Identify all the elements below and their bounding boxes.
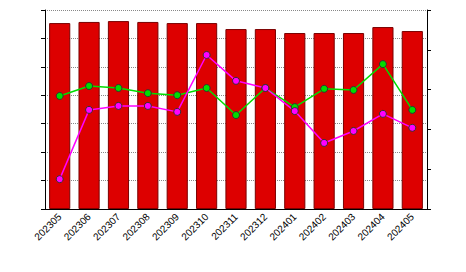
svg-text:202312: 202312 xyxy=(238,211,270,243)
svg-text:202305: 202305 xyxy=(32,211,64,243)
svg-text:202404: 202404 xyxy=(355,211,387,243)
svg-text:202309: 202309 xyxy=(150,211,182,243)
svg-text:202307: 202307 xyxy=(91,211,123,243)
svg-text:202405: 202405 xyxy=(385,211,417,243)
svg-text:202402: 202402 xyxy=(297,211,329,243)
svg-text:202310: 202310 xyxy=(179,211,211,243)
svg-text:202403: 202403 xyxy=(326,211,358,243)
svg-text:202308: 202308 xyxy=(120,211,152,243)
svg-text:202311: 202311 xyxy=(209,211,240,242)
svg-text:202306: 202306 xyxy=(62,211,94,243)
svg-text:202401: 202401 xyxy=(267,211,299,243)
